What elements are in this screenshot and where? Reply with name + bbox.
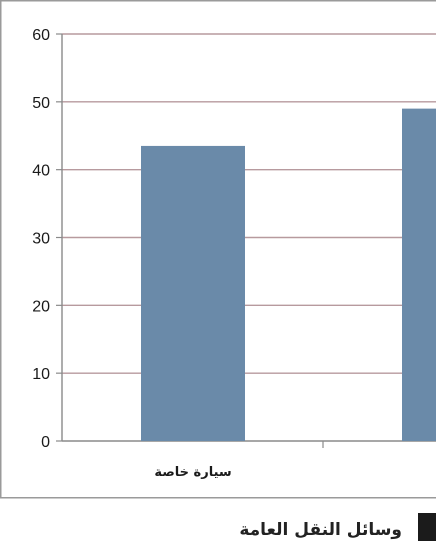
y-tick-label: 30 (32, 231, 50, 248)
section-caption: وسائل النقل العامة (239, 520, 402, 540)
caption-marker (418, 513, 436, 541)
chart-border (0, 0, 436, 499)
y-tick-label: 10 (32, 366, 50, 383)
y-tick-label: 20 (32, 298, 50, 315)
y-tick-label: 0 (41, 434, 50, 451)
bar (141, 145, 245, 442)
y-tick-label: 40 (32, 163, 50, 180)
y-tick-label: 60 (32, 27, 50, 44)
y-tick-label: 50 (32, 95, 50, 112)
chart-frame: 0 10 20 30 40 50 60 سيارة خاصة (0, 0, 436, 500)
bar (402, 108, 436, 441)
bar-chart: 0 10 20 30 40 50 60 سيارة خاصة (0, 0, 436, 499)
x-category-label: سيارة خاصة (154, 465, 231, 480)
